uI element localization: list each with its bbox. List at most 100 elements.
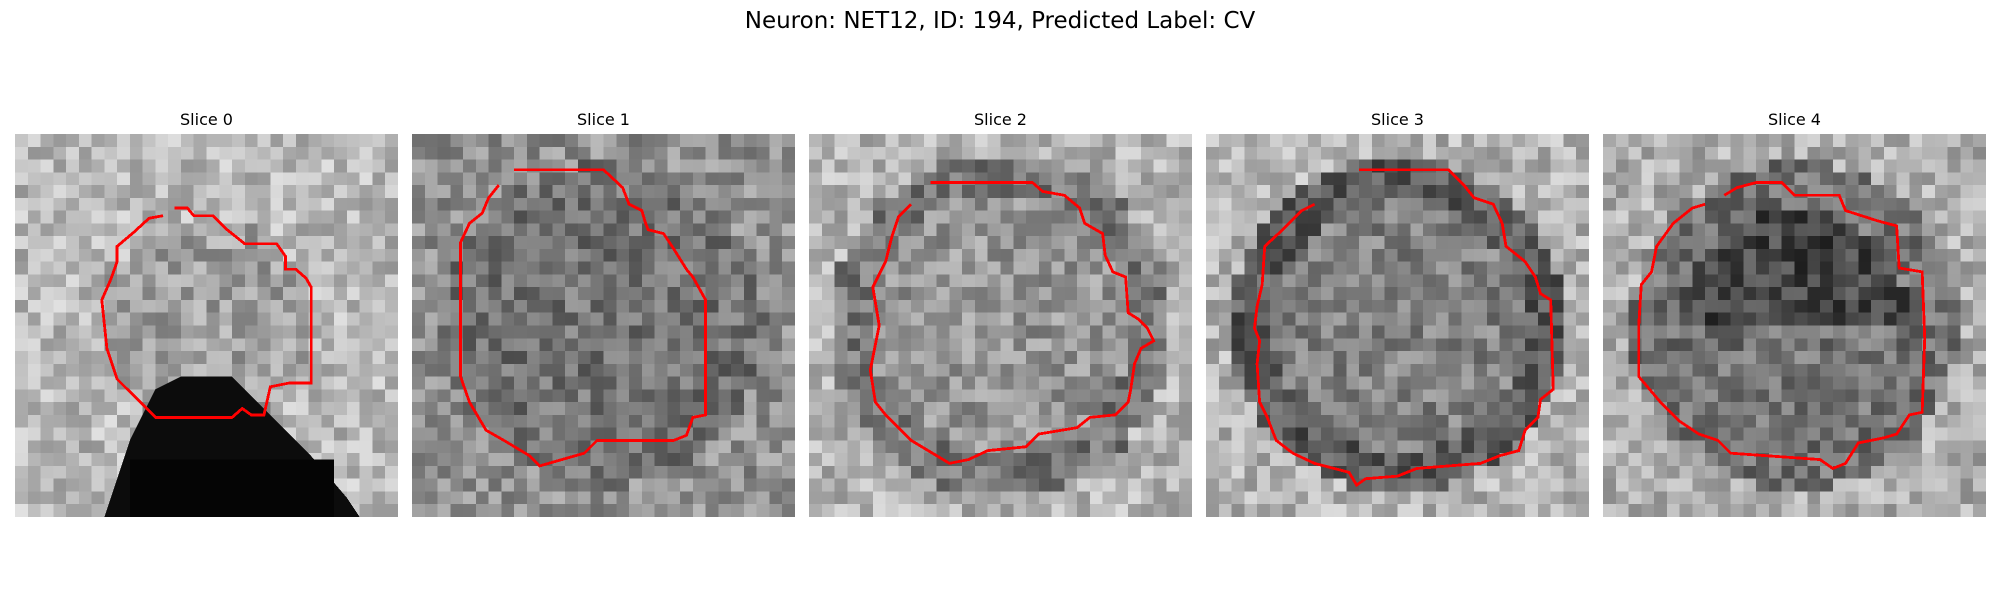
- image-pixel: [705, 134, 719, 147]
- image-pixel: [334, 338, 347, 352]
- image-pixel: [1909, 159, 1923, 173]
- image-pixel: [1282, 274, 1296, 288]
- image-pixel: [1525, 185, 1538, 198]
- image-pixel: [1871, 159, 1884, 173]
- image-pixel: [616, 172, 630, 186]
- image-pixel: [1654, 504, 1667, 517]
- image-pixel: [129, 299, 143, 313]
- image-pixel: [1947, 210, 1961, 224]
- image-pixel: [1563, 146, 1577, 160]
- image-pixel: [1115, 504, 1129, 517]
- image-pixel: [372, 478, 386, 492]
- image-pixel: [949, 351, 963, 364]
- image-pixel: [1845, 274, 1859, 288]
- image-pixel: [78, 491, 92, 505]
- image-pixel: [1257, 223, 1270, 237]
- image-pixel: [1666, 453, 1680, 466]
- image-pixel: [1960, 389, 1974, 403]
- image-pixel: [283, 389, 296, 403]
- image-pixel: [1858, 312, 1872, 326]
- image-pixel: [769, 274, 783, 288]
- image-pixel: [1563, 478, 1577, 492]
- image-pixel: [1231, 185, 1245, 198]
- image-pixel: [334, 159, 347, 173]
- image-pixel: [1743, 210, 1757, 224]
- image-pixel: [526, 261, 540, 275]
- image-pixel: [821, 414, 835, 428]
- image-pixel: [1435, 274, 1449, 288]
- image-pixel: [718, 478, 732, 492]
- image-pixel: [1179, 363, 1192, 377]
- image-pixel: [936, 338, 950, 352]
- image-pixel: [1359, 274, 1372, 288]
- image-pixel: [1820, 210, 1833, 224]
- image-pixel: [539, 299, 553, 313]
- image-pixel: [1166, 351, 1180, 364]
- image-pixel: [1474, 185, 1487, 198]
- image-pixel: [1089, 197, 1103, 211]
- image-pixel: [501, 299, 515, 313]
- image-pixel: [782, 440, 795, 454]
- image-pixel: [1705, 159, 1718, 173]
- image-pixel: [1000, 185, 1014, 198]
- image-pixel: [654, 134, 668, 147]
- image-pixel: [1768, 491, 1782, 505]
- image-pixel: [66, 325, 79, 339]
- image-pixel: [1960, 465, 1974, 479]
- image-pixel: [475, 299, 489, 313]
- image-pixel: [1231, 389, 1245, 403]
- image-pixel: [1563, 453, 1577, 466]
- image-pixel: [705, 389, 719, 403]
- image-pixel: [743, 159, 757, 173]
- image-pixel: [923, 274, 937, 288]
- image-pixel: [1512, 197, 1526, 211]
- image-pixel: [1461, 236, 1475, 249]
- image-pixel: [1768, 312, 1782, 326]
- image-pixel: [91, 312, 105, 326]
- image-pixel: [1461, 223, 1475, 237]
- image-pixel: [860, 172, 873, 186]
- image-pixel: [565, 351, 578, 364]
- image-pixel: [987, 223, 1001, 237]
- image-pixel: [552, 134, 566, 147]
- image-pixel: [257, 363, 271, 377]
- image-pixel: [641, 440, 655, 454]
- image-pixel: [898, 453, 912, 466]
- image-pixel: [1423, 414, 1436, 428]
- image-pixel: [1038, 504, 1052, 517]
- image-pixel: [718, 299, 732, 313]
- image-pixel: [1423, 274, 1436, 288]
- image-pixel: [1448, 478, 1462, 492]
- image-pixel: [1102, 325, 1116, 339]
- image-pixel: [1102, 427, 1116, 441]
- image-pixel: [308, 414, 322, 428]
- image-pixel: [1051, 197, 1065, 211]
- image-pixel: [321, 287, 335, 300]
- image-pixel: [911, 312, 924, 326]
- image-pixel: [769, 287, 783, 300]
- image-pixel: [1794, 146, 1808, 160]
- image-pixel: [295, 172, 309, 186]
- image-pixel: [1257, 427, 1270, 441]
- image-pixel: [180, 351, 194, 364]
- image-pixel: [1705, 478, 1718, 492]
- image-pixel: [1603, 478, 1616, 492]
- image-pixel: [1679, 338, 1693, 352]
- image-pixel: [756, 210, 770, 224]
- image-pixel: [463, 376, 476, 390]
- image-pixel: [949, 185, 963, 198]
- image-pixel: [949, 197, 963, 211]
- image-pixel: [1320, 465, 1334, 479]
- image-pixel: [78, 261, 92, 275]
- image-pixel: [756, 236, 770, 249]
- image-pixel: [1013, 299, 1027, 313]
- image-pixel: [372, 134, 386, 147]
- image-pixel: [718, 402, 732, 415]
- image-pixel: [219, 159, 233, 173]
- image-pixel: [514, 287, 527, 300]
- image-pixel: [718, 338, 732, 352]
- image-pixel: [1794, 440, 1808, 454]
- image-pixel: [1397, 312, 1411, 326]
- image-pixel: [872, 427, 886, 441]
- image-pixel: [27, 440, 41, 454]
